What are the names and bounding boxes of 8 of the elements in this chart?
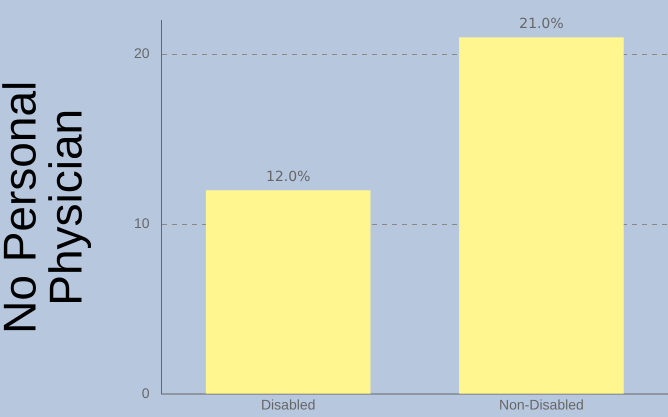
y-tick-label: 20: [134, 45, 150, 62]
y-tick-label: 10: [134, 215, 150, 232]
x-tick-label: Non-Disabled: [498, 396, 584, 412]
x-tick-label: Disabled: [260, 396, 316, 412]
data-label: 21.0%: [519, 16, 564, 32]
data-label: 12.0%: [266, 168, 310, 185]
y-tick-label: 0: [142, 385, 150, 402]
y-axis-title: No Personal Physician: [0, 80, 92, 334]
